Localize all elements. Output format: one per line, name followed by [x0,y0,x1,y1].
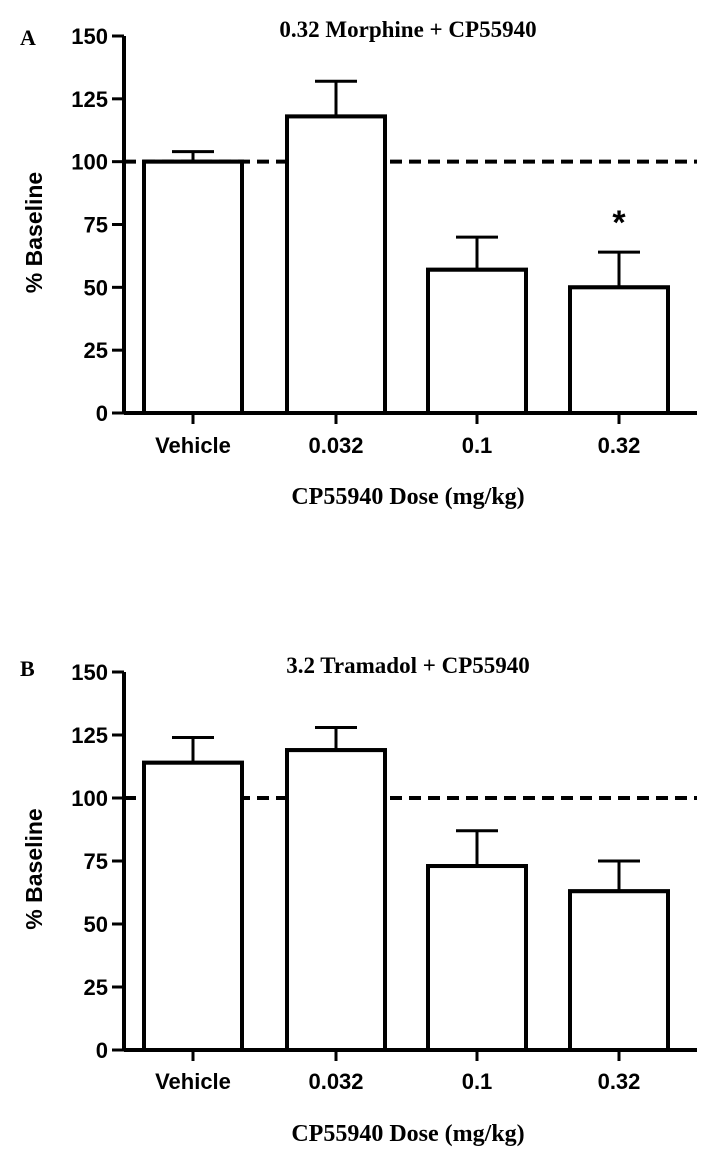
panel-b-bar-overlay [426,864,528,1052]
panel-a-x-tick-label: 0.1 [462,433,493,458]
panel-a-y-tick-label: 150 [71,24,108,49]
panel-b-letter: B [20,656,35,681]
panel-b-y-tick-label: 150 [71,660,108,685]
panel-a-bar-overlay [142,159,244,415]
panel-b-y-tick-label: 125 [71,723,108,748]
panel-a-title: 0.32 Morphine + CP55940 [279,17,536,42]
panel-b-y-tick-label: 75 [84,849,108,874]
panel-a-y-tick-label: 100 [71,150,108,175]
panel-b-bar-overlay [568,889,670,1052]
panel-a-bar-overlay [568,285,670,416]
panel-a-y-tick-label: 25 [84,338,108,363]
panel-a-bar-overlay [426,267,528,415]
panel-b-bar-overlay [142,760,244,1052]
panel-b-x-tick-label: 0.32 [598,1069,641,1094]
panel-b-x-tick-label: 0.032 [308,1069,363,1094]
panel-b-x-axis-label: CP55940 Dose (mg/kg) [291,1121,524,1147]
panel-a-y-tick-label: 125 [71,87,108,112]
panel-b-y-axis-label: % Baseline [21,808,47,929]
panel-a-y-axis-label: % Baseline [21,172,47,293]
panel-a-letter: A [20,25,36,50]
panel-b-x-tick-label: 0.1 [462,1069,493,1094]
panel-a-y-tick-label: 75 [84,213,108,238]
panel-b-y-tick-label: 25 [84,975,108,1000]
panel-a-bar-overlay [285,114,387,415]
panel-b-y-tick-label: 100 [71,786,108,811]
panel-a-y-tick-label: 0 [96,401,108,426]
panel-a-x-axis-label: CP55940 Dose (mg/kg) [291,484,524,510]
panel-a-significance-marker: * [612,204,626,242]
panel-b-title: 3.2 Tramadol + CP55940 [286,653,530,678]
panel-b-bar-overlay [285,748,387,1052]
panel-b-y-tick-label: 0 [96,1038,108,1063]
panel-b-y-tick-label: 50 [84,912,108,937]
panel-a-x-tick-label: Vehicle [155,433,231,458]
panel-a-x-tick-label: 0.32 [598,433,641,458]
panel-a-x-tick-label: 0.032 [308,433,363,458]
panel-b-x-tick-label: Vehicle [155,1069,231,1094]
panel-a-y-tick-label: 50 [84,275,108,300]
